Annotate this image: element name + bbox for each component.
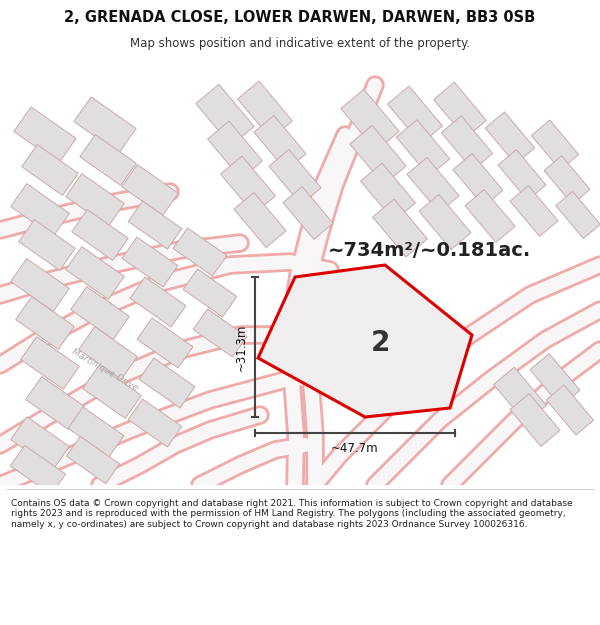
Polygon shape [234,192,286,248]
Polygon shape [11,417,70,469]
Polygon shape [532,120,578,170]
Polygon shape [183,269,237,317]
Text: Contains OS data © Crown copyright and database right 2021. This information is : Contains OS data © Crown copyright and d… [11,499,572,529]
Polygon shape [122,237,178,287]
Polygon shape [65,174,124,226]
Polygon shape [68,407,124,457]
Polygon shape [530,354,580,406]
Polygon shape [139,358,195,408]
Polygon shape [283,187,333,239]
Polygon shape [16,297,74,349]
Polygon shape [128,201,182,249]
Polygon shape [83,366,142,418]
Polygon shape [269,149,321,204]
Polygon shape [19,219,75,271]
Polygon shape [74,97,136,153]
Polygon shape [361,163,415,221]
Polygon shape [238,81,292,139]
Polygon shape [196,84,254,146]
Polygon shape [122,164,178,216]
Text: ~31.3m: ~31.3m [235,323,248,371]
Polygon shape [67,436,119,484]
Polygon shape [510,394,560,446]
Polygon shape [453,154,503,206]
Polygon shape [556,191,600,239]
Polygon shape [544,156,590,204]
Polygon shape [80,134,136,186]
Polygon shape [254,116,306,171]
Polygon shape [485,112,535,164]
Polygon shape [350,126,406,184]
Polygon shape [10,446,65,494]
Polygon shape [434,82,487,138]
Text: ~47.7m: ~47.7m [331,441,379,454]
Polygon shape [173,228,227,276]
Polygon shape [494,367,547,423]
Polygon shape [137,318,193,368]
Polygon shape [341,89,399,151]
Polygon shape [65,247,124,299]
Polygon shape [258,265,472,417]
Polygon shape [193,309,247,357]
Polygon shape [388,86,442,144]
Polygon shape [72,209,128,261]
Polygon shape [547,385,593,435]
Text: 2, GRENADA CLOSE, LOWER DARWEN, DARWEN, BB3 0SB: 2, GRENADA CLOSE, LOWER DARWEN, DARWEN, … [64,10,536,25]
Polygon shape [221,156,275,214]
Text: Grenada Close: Grenada Close [292,284,323,349]
Polygon shape [373,199,427,257]
Polygon shape [419,194,471,249]
Polygon shape [465,189,515,242]
Polygon shape [208,121,262,179]
Polygon shape [20,337,79,389]
Polygon shape [71,287,130,339]
Text: ~734m²/~0.181ac.: ~734m²/~0.181ac. [328,241,532,259]
Polygon shape [79,327,137,379]
Polygon shape [22,144,78,196]
Polygon shape [441,116,493,170]
Polygon shape [498,149,546,201]
Polygon shape [14,107,76,163]
Polygon shape [130,277,186,327]
Polygon shape [510,186,558,236]
Polygon shape [396,120,450,176]
Text: Map shows position and indicative extent of the property.: Map shows position and indicative extent… [130,38,470,51]
Polygon shape [11,259,70,311]
Polygon shape [128,399,182,447]
Text: Martinique Drive: Martinique Drive [70,348,140,392]
Polygon shape [11,184,70,236]
Text: 2: 2 [371,329,391,357]
Polygon shape [26,377,85,429]
Polygon shape [407,158,459,212]
